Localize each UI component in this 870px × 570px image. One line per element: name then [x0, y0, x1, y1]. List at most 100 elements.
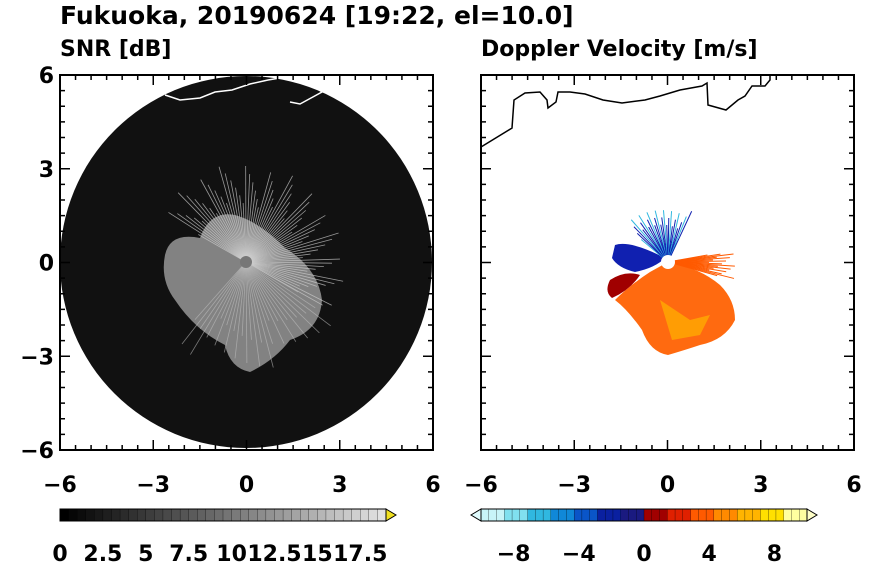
- x-tick-label: 6: [846, 473, 861, 498]
- colorbar-segment: [511, 508, 521, 522]
- y-tick-label: 0: [39, 252, 54, 277]
- colorbar-segment: [682, 508, 692, 522]
- colorbar-segment: [377, 508, 387, 522]
- x-tick-label: 6: [425, 473, 440, 498]
- colorbar-segment: [214, 508, 224, 522]
- snr-panel: SNR [dB] −6 −3 0 3 6 6 3 0 −3 −6: [20, 37, 440, 498]
- colorbar-segment: [791, 508, 800, 522]
- colorbar-label: 15: [302, 542, 333, 567]
- snr-ray: [226, 203, 247, 263]
- colorbar-segment: [274, 508, 284, 522]
- colorbar-extend-min: [470, 508, 482, 522]
- figure-title: Fukuoka, 20190624 [19:22, el=10.0]: [60, 1, 574, 30]
- x-tick-label: −3: [136, 473, 170, 498]
- doppler-ray: [667, 261, 718, 277]
- snr-ray: [223, 261, 247, 353]
- colorbar-segment: [519, 508, 529, 522]
- colorbar-segment: [667, 508, 676, 522]
- snr-ray: [194, 261, 247, 320]
- colorbar-segment: [643, 508, 653, 522]
- snr-ray: [245, 215, 326, 263]
- doppler-axes: −6 −3 0 3 6: [464, 74, 862, 498]
- snr-ray: [177, 213, 247, 263]
- colorbar-segment: [651, 508, 661, 522]
- colorbar-segment: [581, 508, 591, 522]
- colorbar-segment: [360, 508, 370, 522]
- doppler-panel: Doppler Velocity [m/s] −6 −3 0 3 6: [464, 37, 862, 498]
- snr-ray: [245, 261, 263, 343]
- colorbar-label: −4: [562, 542, 596, 567]
- snr-ray: [181, 261, 247, 345]
- snr-ray: [214, 190, 247, 263]
- colorbar-segment: [128, 508, 138, 522]
- colorbar-segment: [188, 508, 198, 522]
- snr-ray: [245, 172, 272, 263]
- snr-ray: [206, 261, 247, 338]
- colorbar-segment: [736, 508, 746, 522]
- snr-ray: [245, 261, 308, 272]
- colorbar-label: 0: [636, 542, 651, 567]
- snr-ray: [220, 196, 247, 263]
- snr-ray: [245, 261, 332, 306]
- snr-ray: [201, 220, 247, 263]
- colorbar-segment: [659, 508, 668, 522]
- colorbar-segment: [721, 508, 731, 522]
- snr-colorbar: 0 2.5 5 7.5 10 12.5 15 17.5: [52, 508, 397, 567]
- snr-ray: [230, 180, 247, 263]
- snr-echo: [163, 214, 322, 372]
- colorbar-segment: [102, 508, 113, 522]
- colorbar-segment: [162, 508, 173, 522]
- snr-ray: [185, 215, 247, 263]
- colorbar-segment: [291, 508, 301, 522]
- snr-ray: [245, 175, 293, 263]
- snr-ray: [235, 187, 247, 263]
- snr-ray: [198, 234, 247, 263]
- colorbar-extend-max: [806, 508, 818, 522]
- doppler-title: Doppler Velocity [m/s]: [481, 37, 758, 62]
- colorbar-segment: [179, 508, 190, 522]
- doppler-approaching-echo: [612, 243, 665, 272]
- colorbar-segment: [334, 508, 344, 522]
- snr-ray: [245, 261, 273, 344]
- snr-ray: [245, 261, 326, 286]
- colorbar-segment: [85, 508, 95, 522]
- snr-ray: [245, 261, 335, 285]
- colorbar-segment: [527, 508, 536, 522]
- colorbar-segment: [496, 508, 505, 522]
- snr-ray: [245, 261, 344, 282]
- colorbar-segment: [231, 508, 241, 522]
- snr-ray: [245, 229, 315, 263]
- snr-title: SNR [dB]: [60, 37, 171, 62]
- colorbar-segment: [597, 508, 606, 522]
- snr-ray: [245, 261, 300, 287]
- snr-ray: [245, 241, 303, 263]
- colorbar-segment: [744, 508, 754, 522]
- colorbar-segment: [612, 508, 622, 522]
- snr-ray: [209, 207, 247, 263]
- colorbar-label: 12.5: [247, 542, 301, 567]
- snr-ray: [245, 184, 293, 263]
- colorbar-segment: [351, 508, 361, 522]
- snr-ray: [245, 181, 273, 263]
- x-tick-label: 3: [332, 473, 347, 498]
- colorbar-segment: [265, 508, 276, 522]
- snr-ray: [245, 261, 309, 288]
- snr-ray: [245, 261, 248, 363]
- colorbar-segment: [589, 508, 599, 522]
- doppler-receding-core: [660, 300, 710, 340]
- colorbar-segment: [799, 508, 808, 522]
- colorbar-segment: [68, 508, 78, 522]
- snr-ray: [214, 261, 247, 346]
- colorbar-segment: [566, 508, 575, 522]
- snr-ray: [193, 217, 247, 263]
- colorbar-segment: [325, 508, 336, 522]
- colorbar-label: 4: [702, 542, 717, 567]
- snr-ray: [194, 198, 247, 263]
- colorbar-segment: [535, 508, 544, 522]
- snr-coastline: [164, 75, 324, 105]
- colorbar-segment: [550, 508, 560, 522]
- snr-ray: [245, 231, 293, 263]
- colorbar-segment: [119, 508, 130, 522]
- x-tick-label: −3: [557, 473, 591, 498]
